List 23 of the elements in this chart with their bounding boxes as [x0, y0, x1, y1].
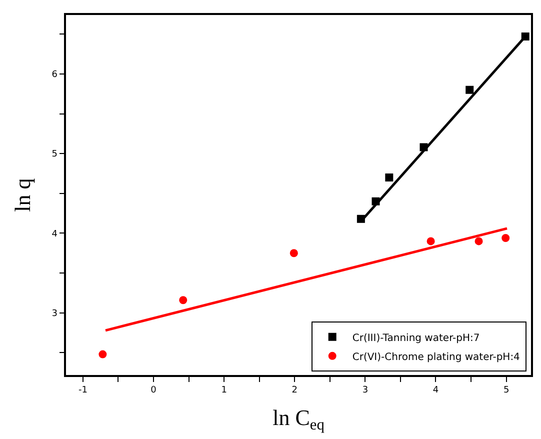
point — [502, 234, 510, 242]
x-tick-label: 4 — [432, 386, 439, 396]
point — [426, 237, 435, 246]
x-tick-label: 3 — [362, 386, 368, 396]
x-tick-label: 0 — [150, 386, 157, 396]
legend-label: Cr(VI)-Chrome plating water-pH:4 — [352, 352, 520, 363]
x-tick-label: -1 — [78, 386, 88, 396]
point — [385, 173, 394, 182]
x-axis-title: ln C$_{eq}$ — [272, 404, 325, 434]
point — [466, 86, 474, 94]
y-tick-label: 4 — [52, 229, 58, 240]
legend-label: Cr(III)-Tanning water-pH:7 — [352, 332, 480, 344]
x-tick-label: 5 — [503, 386, 510, 396]
y-tick-label: 5 — [52, 150, 58, 160]
point — [474, 237, 483, 246]
y-tick-label: 6 — [52, 70, 58, 80]
x-tick-label: 1 — [221, 386, 227, 396]
point — [290, 249, 298, 258]
point — [98, 350, 107, 358]
point — [179, 296, 188, 304]
y-axis-title: ln q — [10, 178, 36, 212]
x-tick-label: 2 — [292, 386, 298, 396]
y-tick-label: 3 — [52, 309, 58, 320]
